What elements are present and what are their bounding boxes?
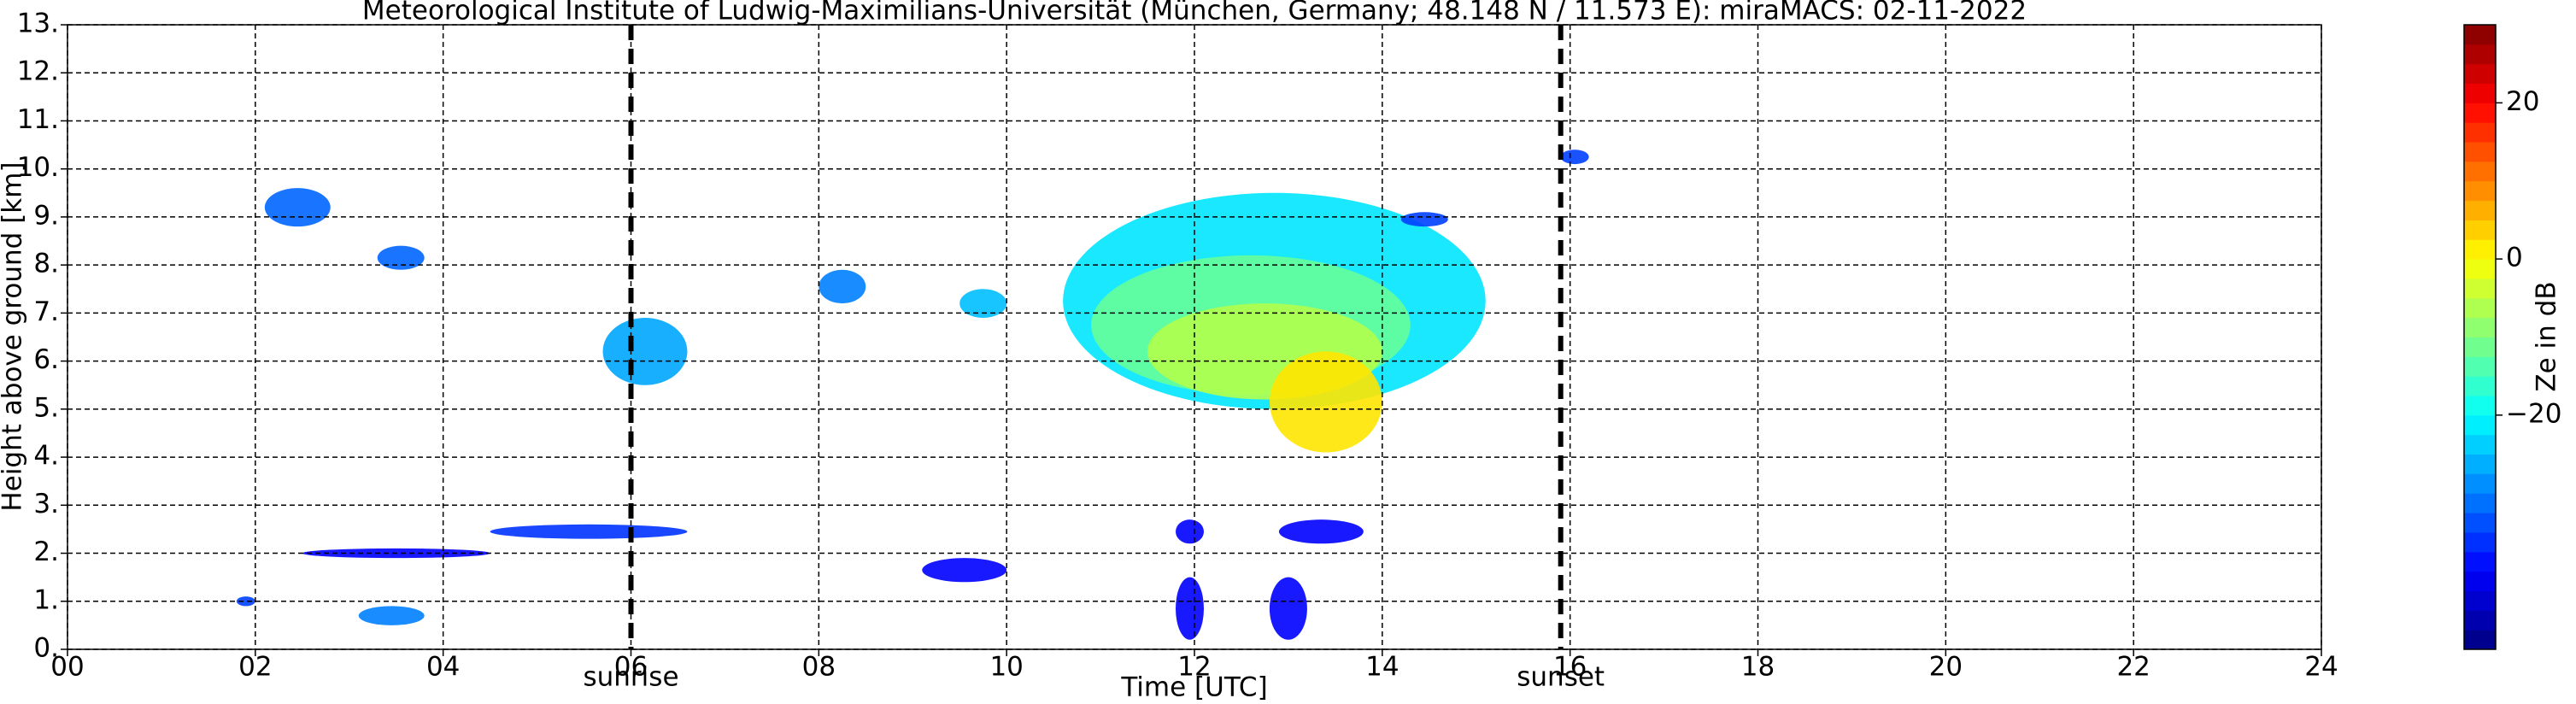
colorbar-step: [2464, 571, 2496, 591]
colorbar-step: [2464, 63, 2496, 85]
colorbar-step: [2464, 103, 2496, 123]
radar-echo: [922, 558, 1007, 583]
y-tick-label: 12.: [17, 56, 59, 87]
y-tick-label: 7.: [33, 296, 59, 327]
x-tick-label: 22: [2116, 652, 2150, 683]
colorbar-step: [2464, 200, 2496, 220]
colorbar-step: [2464, 473, 2496, 494]
radar-echo: [264, 188, 331, 227]
radar-echo: [602, 318, 688, 385]
radar-echo: [1560, 150, 1589, 165]
radar-echo: [1269, 577, 1307, 640]
colorbar-step: [2464, 376, 2496, 396]
radar-echo: [1269, 351, 1382, 453]
y-tick-label: 1.: [33, 584, 59, 615]
radar-echo: [236, 596, 255, 607]
radar-echo: [1278, 519, 1364, 544]
y-tick-label: 5.: [33, 392, 59, 423]
radar-echo: [490, 524, 688, 539]
plot-frame: [67, 24, 2322, 650]
colorbar-step: [2464, 297, 2496, 319]
radar-echo: [959, 289, 1007, 319]
colorbar-tick-label: 0: [2506, 243, 2523, 273]
y-tick-label: 2.: [33, 537, 59, 567]
colorbar-step: [2464, 180, 2496, 202]
colorbar-step: [2464, 259, 2496, 279]
colorbar-step: [2464, 513, 2496, 533]
x-tick-label: 18: [1741, 652, 1775, 683]
radar-echo: [819, 269, 866, 304]
echo-layer: [236, 150, 1589, 640]
sun-marker-label: sunset: [1517, 662, 1605, 693]
colorbar-step: [2464, 122, 2496, 143]
colorbar-step: [2464, 434, 2496, 455]
x-tick-label: 04: [426, 652, 460, 683]
radar-echo: [377, 245, 425, 270]
colorbar-step: [2464, 493, 2496, 513]
y-tick-label: 4.: [33, 441, 59, 472]
x-tick-label: 20: [1929, 652, 1963, 683]
colorbar-tick-label: 20: [2506, 86, 2539, 117]
x-tick-label: 08: [802, 652, 836, 683]
x-tick-label: 02: [238, 652, 272, 683]
y-tick-label: 3.: [33, 489, 59, 519]
y-tick-label: 0.: [33, 633, 59, 664]
sun-marker-label: sunrise: [583, 662, 678, 693]
colorbar-step: [2464, 551, 2496, 572]
colorbar-step: [2464, 531, 2496, 553]
radar-echo: [1400, 212, 1448, 227]
y-tick-label: 8.: [33, 249, 59, 279]
y-tick-label: 9.: [33, 200, 59, 231]
x-tick-label: 10: [989, 652, 1023, 683]
x-tick-label: 16: [1553, 652, 1587, 683]
x-axis-label: Time [UTC]: [1120, 672, 1267, 703]
colorbar-step: [2464, 414, 2496, 436]
y-axis-label: Height above ground [km]: [0, 161, 28, 511]
colorbar-step: [2464, 239, 2496, 260]
colorbar-step: [2464, 630, 2496, 650]
colorbar-step: [2464, 590, 2496, 611]
colorbar-step: [2464, 356, 2496, 377]
colorbar-step: [2464, 220, 2496, 240]
y-tick-label: 11.: [17, 104, 59, 135]
x-tick-label: 14: [1365, 652, 1399, 683]
colorbar-step: [2464, 161, 2496, 182]
colorbar-step: [2464, 83, 2496, 103]
radar-echo: [358, 606, 425, 625]
chart-title: Meteorological Institute of Ludwig-Maxim…: [362, 0, 2027, 26]
colorbar-step: [2464, 317, 2496, 337]
colorbar-step: [2464, 278, 2496, 299]
colorbar-step: [2464, 44, 2496, 65]
colorbar-step: [2464, 25, 2496, 45]
x-tick-label: 12: [1177, 652, 1211, 683]
colorbar-step: [2464, 610, 2496, 631]
colorbar-frame: [2463, 24, 2497, 650]
colorbar-label: Ze in dB: [2532, 281, 2562, 391]
radar-echo: [1176, 577, 1204, 640]
colorbar-step: [2464, 337, 2496, 357]
x-tick-label: 06: [614, 652, 648, 683]
colorbar-tick-label: −20: [2506, 398, 2561, 429]
colorbar-step: [2464, 396, 2496, 416]
radar-echo: [1176, 519, 1204, 544]
x-tick-label: 24: [2304, 652, 2338, 683]
x-tick-label: 00: [50, 652, 84, 683]
y-tick-label: 13.: [17, 9, 59, 39]
y-tick-label: 10.: [17, 152, 59, 183]
colorbar-step: [2464, 142, 2496, 162]
y-tick-label: 6.: [33, 344, 59, 375]
colorbar-step: [2464, 454, 2496, 474]
